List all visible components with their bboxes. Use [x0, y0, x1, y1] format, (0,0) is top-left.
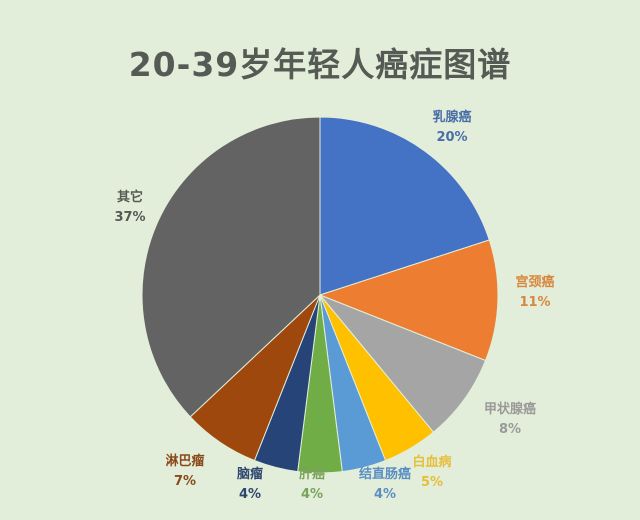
- slice-category: 甲状腺癌: [483, 402, 536, 417]
- slice-label: 淋巴瘤 7%: [140, 452, 230, 492]
- slice-label: 肝癌 4%: [267, 465, 357, 505]
- slice-percent: 5%: [420, 475, 444, 490]
- slice-label: 结直肠癌 4%: [340, 465, 430, 505]
- slice-percent: 37%: [114, 210, 146, 225]
- slice-category: 其它: [116, 190, 143, 205]
- slice-label: 其它 37%: [85, 188, 175, 228]
- pie-slice-1: [318, 239, 499, 362]
- pie-slice-2: [319, 294, 487, 433]
- slice-label: 宫颈癌 11%: [490, 273, 580, 313]
- pie-slice-0: [319, 116, 490, 296]
- slice-category: 结直肠癌: [358, 467, 411, 482]
- chart-title: 20-39岁年轻人癌症图谱: [128, 45, 512, 84]
- slice-category: 淋巴瘤: [165, 454, 205, 469]
- slice-category: 肝癌: [298, 467, 325, 482]
- slice-percent: 8%: [498, 422, 522, 437]
- slice-percent: 4%: [300, 487, 324, 502]
- slice-category: 白血病: [412, 455, 452, 470]
- slice-percent: 20%: [436, 130, 468, 145]
- slice-label: 白血病 5%: [387, 453, 477, 493]
- slice-percent: 11%: [519, 295, 551, 310]
- slice-label: 乳腺癌 20%: [407, 108, 497, 148]
- slice-percent: 4%: [238, 487, 262, 502]
- slice-label: 甲状腺癌 8%: [465, 400, 555, 440]
- slice-percent: 7%: [173, 474, 197, 489]
- slice-category: 脑瘤: [236, 467, 263, 482]
- slice-category: 乳腺癌: [432, 110, 472, 125]
- slice-percent: 4%: [373, 487, 397, 502]
- pie-slice-8: [141, 116, 321, 418]
- slice-category: 宫颈癌: [515, 275, 555, 290]
- slice-label: 脑瘤 4%: [205, 465, 295, 505]
